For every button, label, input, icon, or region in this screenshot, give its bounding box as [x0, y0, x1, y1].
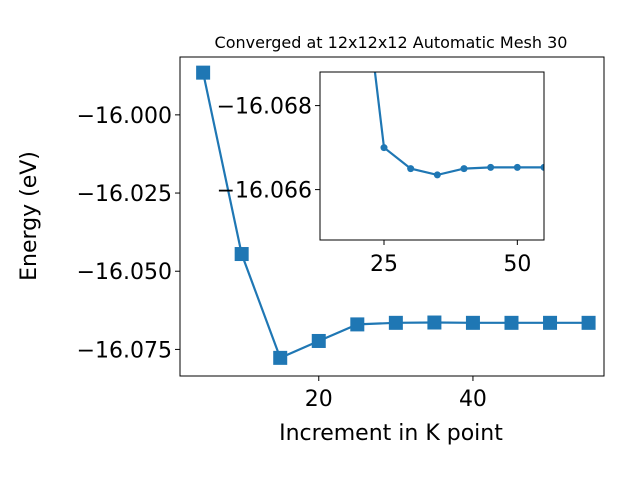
- inset-data-point: [380, 144, 388, 152]
- inset-data-point: [487, 163, 495, 171]
- inset-data-point: [460, 165, 468, 173]
- main-data-point: [543, 315, 558, 330]
- main-y-tick-label: −16.075: [77, 338, 172, 363]
- inset-data-point: [540, 163, 544, 171]
- inset-data-point: [513, 163, 521, 171]
- inset-x-tick-label: 50: [503, 252, 531, 277]
- main-data-point: [234, 247, 249, 262]
- x-axis-label: Increment in K point: [279, 421, 503, 446]
- chart-title: Converged at 12x12x12 Automatic Mesh 30: [215, 33, 568, 52]
- main-x-tick-label: 20: [305, 387, 333, 412]
- inset-y-tick-label: −16.066: [217, 179, 312, 204]
- inset-data-point: [433, 171, 441, 179]
- inset-ticks: 25 50 −16.068 −16.066: [217, 95, 532, 277]
- main-x-tick-label: 40: [459, 387, 487, 412]
- main-y-tick-label: −16.025: [77, 182, 172, 207]
- main-data-point: [504, 315, 519, 330]
- y-axis-label: Energy (eV): [17, 151, 42, 281]
- main-y-tick-label: −16.000: [77, 104, 172, 129]
- main-data-point: [465, 315, 480, 330]
- main-data-point: [273, 350, 288, 365]
- inset-plot-area: [320, 72, 544, 240]
- main-data-point: [581, 315, 596, 330]
- main-data-point: [427, 315, 442, 330]
- inset-x-tick-label: 25: [370, 252, 398, 277]
- main-data-point: [311, 333, 326, 348]
- main-data-point: [388, 315, 403, 330]
- main-data-point: [350, 317, 365, 332]
- main-data-point: [196, 65, 211, 80]
- inset-axes: 25 50 −16.068 −16.066: [217, 71, 545, 277]
- inset-axes-frame: [319, 71, 545, 241]
- main-axes-frame: [179, 56, 605, 377]
- inset-series-group: [373, 72, 544, 179]
- main-y-tick-label: −16.050: [77, 260, 172, 285]
- inset-series-line: [373, 72, 544, 177]
- main-series: [196, 65, 596, 365]
- main-ticks: 20 40 −16.000 −16.025 −16.050 −16.075: [77, 104, 487, 412]
- main-series-group: [196, 65, 596, 365]
- inset-y-tick-label: −16.068: [217, 95, 312, 120]
- inset-data-point: [407, 165, 415, 173]
- inset-series: [373, 72, 544, 179]
